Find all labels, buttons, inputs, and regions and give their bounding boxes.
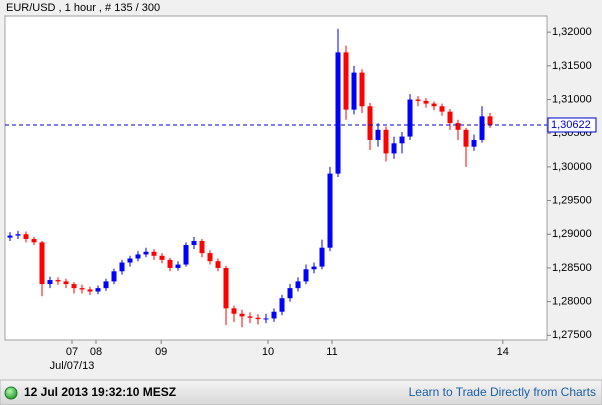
candle-body: [391, 143, 397, 154]
y-tick-label: 1,30000: [552, 161, 592, 173]
candle-body: [159, 255, 165, 260]
last-price-box: [547, 117, 597, 133]
candle-body: [247, 316, 253, 318]
candle-body: [343, 52, 349, 110]
candle-body: [191, 240, 197, 246]
candle-body: [23, 234, 29, 239]
x-tick-label: 14: [497, 346, 509, 358]
candle-body: [127, 258, 133, 263]
candle-body: [223, 267, 229, 309]
candle-body: [303, 269, 309, 282]
y-tick-label: 1,31500: [552, 60, 592, 72]
candle-body: [167, 259, 173, 268]
candle-body: [487, 116, 493, 125]
candle-body: [471, 139, 477, 147]
candle-body: [231, 308, 237, 314]
candle-body: [327, 173, 333, 248]
candle-body: [287, 288, 293, 299]
candle-body: [175, 264, 181, 268]
plot-area: [4, 15, 548, 341]
candle-body: [79, 288, 85, 290]
candle-body: [319, 247, 325, 267]
candle-body: [359, 72, 365, 107]
candle-body: [87, 289, 93, 292]
candle-body: [151, 251, 157, 256]
candle-body: [351, 72, 357, 110]
candle-body: [383, 129, 389, 154]
candle-body: [7, 235, 13, 238]
candle-body: [199, 240, 205, 254]
timestamp: 12 Jul 2013 19:32:10 MESZ: [24, 385, 176, 399]
promo-link[interactable]: Learn to Trade Directly from Charts: [409, 385, 596, 399]
candle-body: [95, 288, 101, 292]
footer-bar: [0, 379, 602, 405]
y-tick-label: 1,28500: [552, 262, 592, 274]
candle-body: [367, 106, 373, 140]
candle-body: [335, 52, 341, 174]
candle-body: [455, 123, 461, 130]
status-dot: [4, 386, 18, 400]
candle-body: [183, 245, 189, 265]
candle-body: [431, 103, 437, 107]
candle-body: [447, 111, 453, 124]
candle-body: [47, 280, 53, 285]
candle-body: [39, 242, 45, 285]
candle-body: [415, 99, 421, 101]
candle-body: [71, 284, 77, 289]
candle-body: [271, 311, 277, 319]
x-date-label: Jul/07/13: [50, 360, 95, 372]
x-tick-label: 11: [326, 346, 337, 358]
x-tick-label: 10: [262, 346, 274, 358]
candle-body: [103, 281, 109, 289]
y-tick-label: 1,31000: [552, 93, 592, 105]
candle-body: [279, 298, 285, 312]
candle-body: [295, 281, 301, 289]
candle-body: [423, 100, 429, 104]
y-tick-label: 1,28000: [552, 296, 592, 308]
candle-body: [207, 253, 213, 262]
candle-body: [63, 281, 69, 285]
candle-body: [143, 251, 149, 255]
candle-body: [135, 254, 141, 259]
chart-title: EUR/USD , 1 hour , # 135 / 300: [6, 2, 160, 14]
candle-body: [375, 129, 381, 140]
x-tick-label: 08: [90, 346, 102, 358]
candle-body: [119, 262, 125, 272]
candle-body: [311, 266, 317, 270]
candle-body: [439, 106, 445, 112]
last-price-label: 1,30622: [551, 119, 591, 131]
candle-body: [15, 234, 21, 236]
candle-body: [263, 318, 269, 320]
candle-body: [239, 313, 245, 317]
candle-body: [479, 116, 485, 140]
x-tick-label: 09: [155, 346, 167, 358]
y-tick-label: 1,27500: [552, 329, 592, 341]
candle-body: [463, 129, 469, 147]
y-tick-label: 1,32000: [552, 26, 592, 38]
candle-body: [255, 317, 261, 320]
x-tick-label: 07: [66, 346, 78, 358]
candle-body: [55, 280, 61, 282]
y-tick-label: 1,29500: [552, 194, 592, 206]
candle-body: [215, 261, 221, 268]
candle-body: [31, 238, 37, 243]
y-tick-label: 1,29000: [552, 228, 592, 240]
candle-body: [111, 271, 117, 282]
candle-body: [407, 99, 413, 137]
candle-body: [399, 136, 405, 144]
